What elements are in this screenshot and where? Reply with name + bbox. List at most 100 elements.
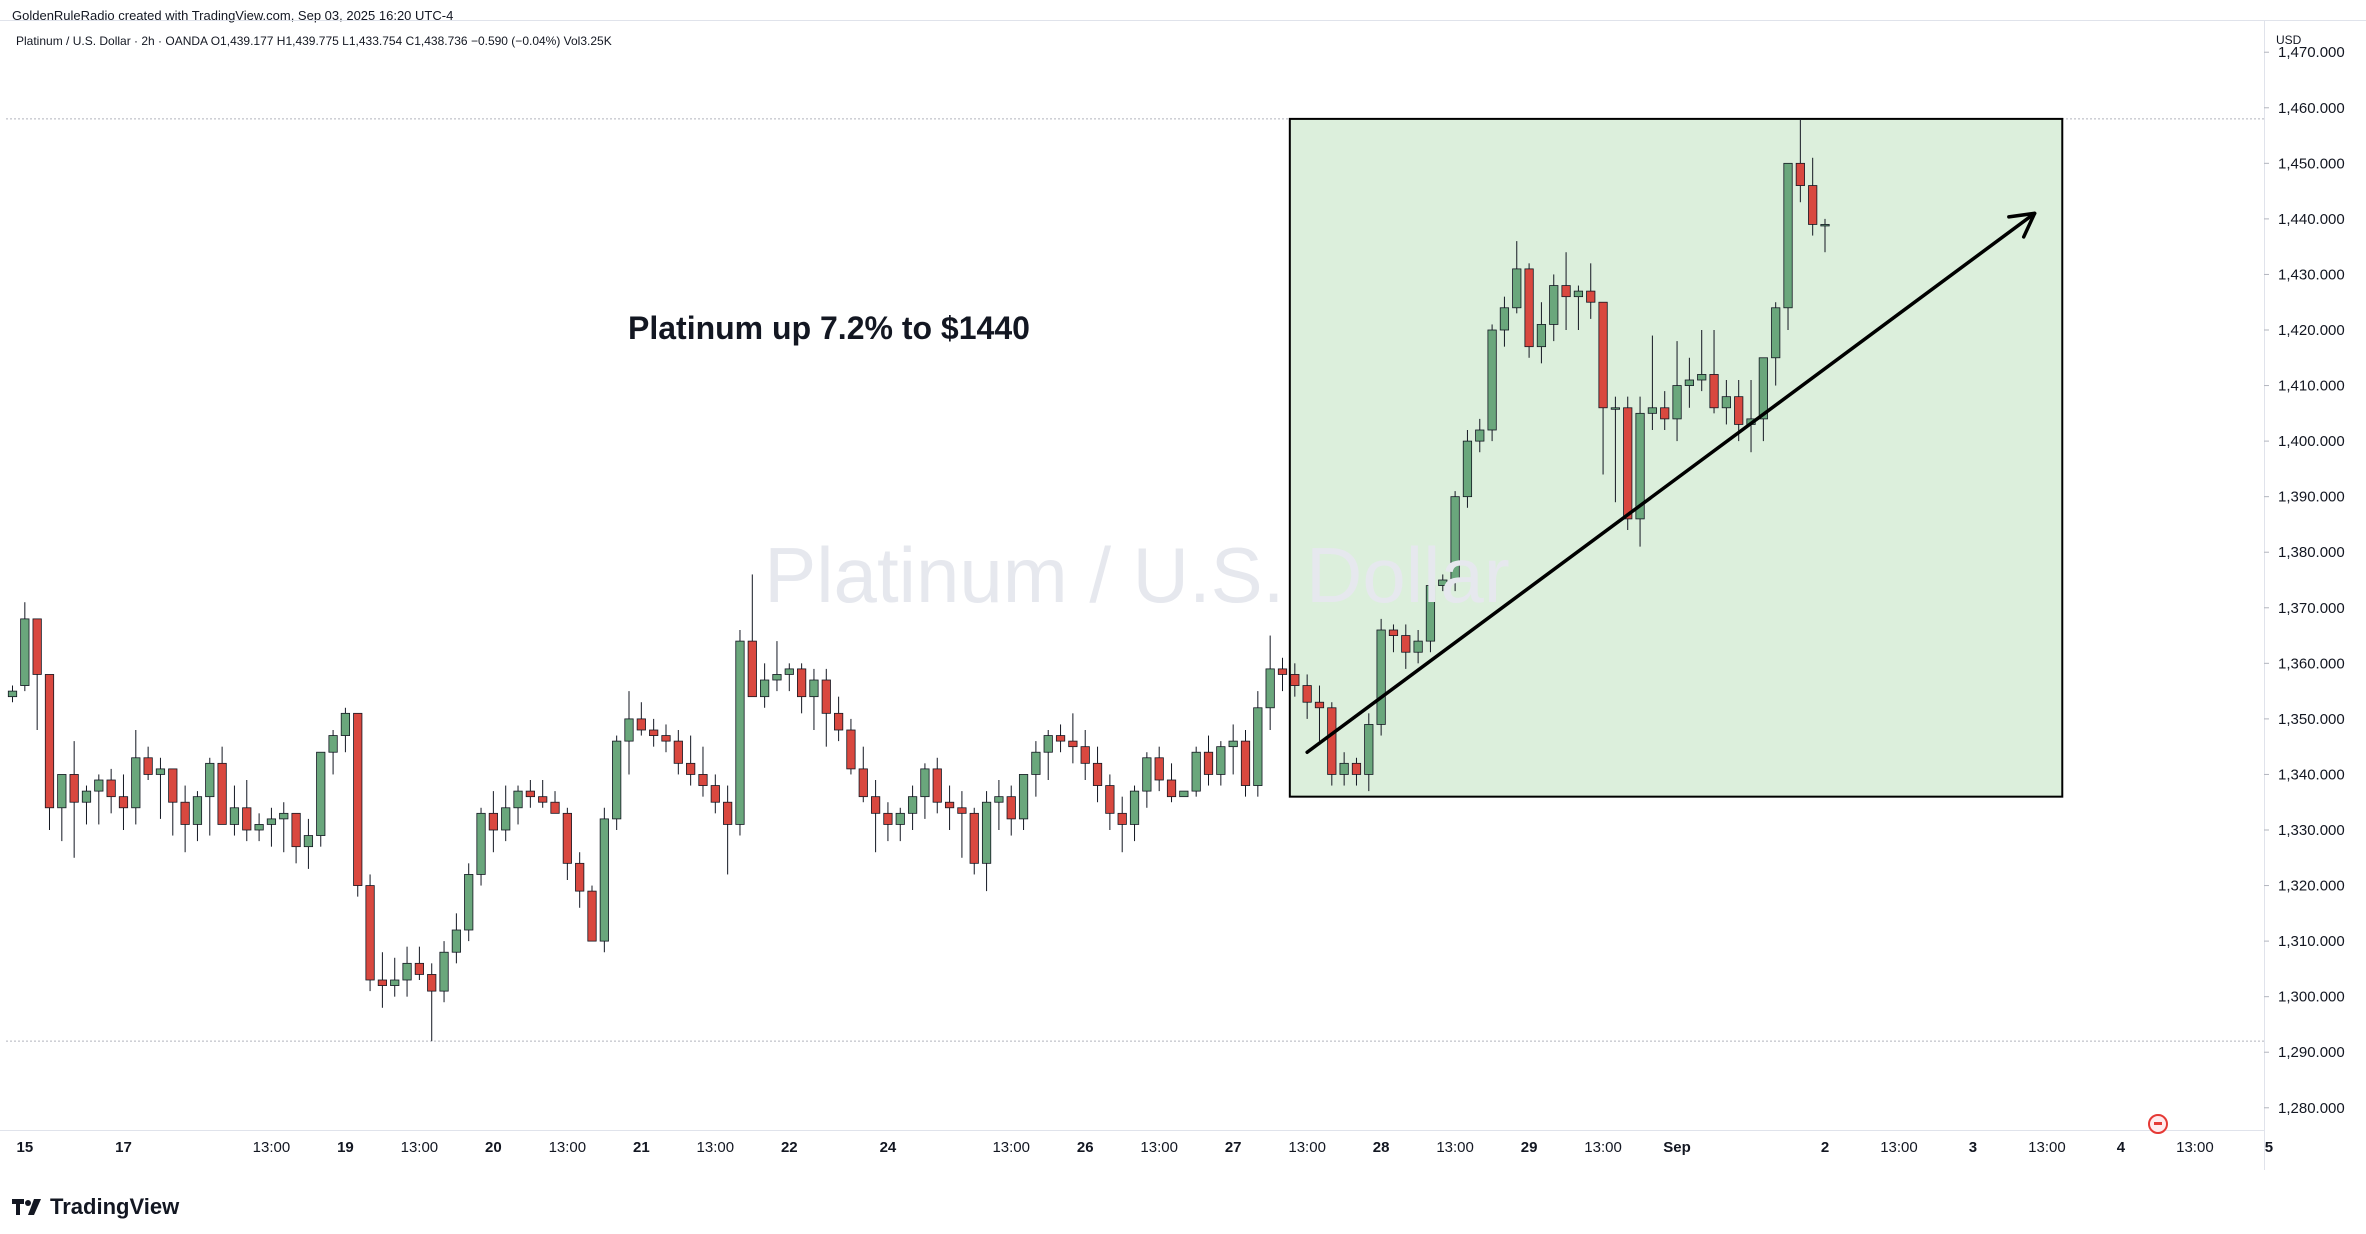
candle	[254, 813, 264, 842]
candle-body	[1265, 668, 1275, 709]
time-tick-label: 2	[1821, 1139, 1829, 1156]
candle	[920, 763, 930, 819]
candle	[895, 807, 905, 842]
candle-body	[464, 874, 474, 931]
candle	[7, 685, 18, 703]
trend-arrow-head	[2007, 211, 2037, 239]
candle-body	[1524, 268, 1534, 348]
candles	[7, 118, 1830, 1042]
candle-body	[291, 812, 301, 848]
candle	[488, 791, 498, 853]
candle	[1240, 730, 1251, 797]
candle-body	[488, 812, 498, 831]
candle	[1043, 730, 1053, 780]
candle-body	[1512, 268, 1522, 309]
candle	[809, 668, 819, 730]
price-tick-label: 1,410.000	[2278, 378, 2345, 395]
candle	[562, 807, 572, 880]
time-tick-label: 13:00	[992, 1139, 1030, 1156]
candle-body	[81, 790, 92, 803]
time-tick-label: 28	[1373, 1139, 1390, 1156]
candle-body	[1672, 385, 1682, 420]
candle-body	[1536, 324, 1547, 348]
candle-body	[1240, 740, 1251, 786]
time-tick-label: 22	[781, 1139, 798, 1156]
candle	[1018, 774, 1029, 830]
candle	[1068, 713, 1078, 764]
candle-body	[599, 818, 609, 942]
time-tick-label: Sep	[1663, 1139, 1691, 1156]
candle-body	[562, 812, 572, 864]
candle-body	[1105, 785, 1115, 814]
candle-body	[451, 929, 461, 953]
candle-body	[809, 679, 819, 698]
candle-body	[1758, 357, 1768, 420]
currency-label: USD	[2276, 33, 2302, 47]
candle-body	[106, 779, 116, 798]
tradingview-brand[interactable]: TradingView	[12, 1194, 179, 1220]
candle-body	[1610, 407, 1620, 410]
candle	[1129, 785, 1140, 842]
candle	[1709, 330, 1719, 414]
candle	[1277, 657, 1288, 692]
candle-body	[747, 640, 757, 698]
candle	[501, 785, 511, 842]
time-tick-label: 21	[633, 1139, 650, 1156]
candle	[624, 691, 634, 775]
candle	[1388, 624, 1399, 653]
candle-body	[1055, 735, 1066, 742]
price-tick-label: 1,450.000	[2278, 155, 2345, 172]
candle	[1758, 357, 1768, 442]
candle-body	[969, 812, 979, 864]
candle-body	[205, 762, 215, 798]
candle	[1351, 757, 1362, 786]
price-tick-label: 1,300.000	[2278, 989, 2345, 1006]
candle	[1697, 330, 1707, 392]
candle	[476, 807, 486, 886]
candle-body	[1450, 496, 1460, 581]
candle-body	[118, 796, 129, 809]
price-chart[interactable]: USD 1,280.000 1,290.000 1,300.000 1,310.000 1…	[0, 20, 2366, 1170]
time-tick-label: 13:00	[253, 1139, 291, 1156]
candle-body	[673, 740, 683, 764]
candle	[1154, 746, 1164, 792]
candle-body	[1253, 707, 1263, 786]
candle	[464, 863, 474, 942]
time-tick-label: 3	[1969, 1139, 1977, 1156]
candle-body	[1795, 162, 1805, 186]
candle-body	[1475, 429, 1485, 442]
candle-body	[735, 640, 745, 825]
candle	[1006, 785, 1016, 836]
time-tick-label: 13:00	[2028, 1139, 2066, 1156]
price-tick-label: 1,320.000	[2278, 878, 2345, 895]
candle	[414, 946, 424, 980]
candle	[316, 751, 326, 847]
candle	[969, 807, 979, 875]
candle	[242, 780, 252, 842]
candle-body	[1302, 685, 1312, 703]
candle-body	[192, 796, 203, 825]
candle	[587, 885, 597, 942]
candle	[1684, 357, 1694, 408]
candle-body	[1364, 724, 1374, 775]
candle-body	[846, 729, 856, 770]
candle	[402, 946, 412, 997]
candle	[1290, 663, 1300, 697]
candle-body	[981, 801, 992, 864]
trend-arrow	[1305, 211, 2037, 754]
candle	[1635, 396, 1645, 547]
candle	[94, 774, 104, 825]
alert-icon[interactable]	[2148, 1114, 2168, 1134]
time-tick-label: 24	[880, 1139, 897, 1156]
candle	[1573, 285, 1584, 330]
credit-line: GoldenRuleRadio created with TradingView…	[12, 8, 454, 23]
candle	[1216, 741, 1226, 786]
candle	[81, 785, 92, 825]
candle	[1598, 301, 1608, 475]
candle-body	[57, 774, 67, 809]
candle	[846, 718, 856, 775]
candle-body	[1092, 762, 1103, 786]
time-tick-label: 13:00	[1140, 1139, 1178, 1156]
candle-body	[513, 790, 523, 809]
candle-body	[1129, 790, 1140, 825]
